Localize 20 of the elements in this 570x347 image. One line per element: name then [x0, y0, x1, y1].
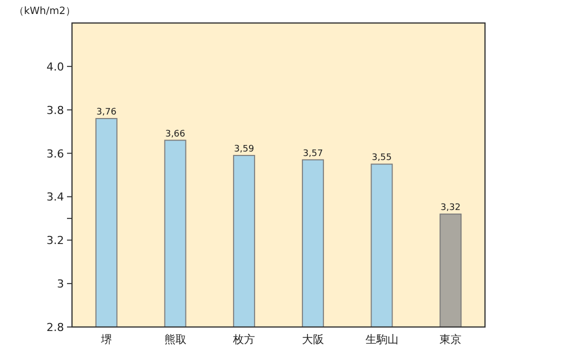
y-tick-label: 3 [57, 278, 64, 291]
y-axis-title: （kWh/m2） [14, 6, 76, 17]
data-label: 3,76 [96, 108, 117, 118]
x-tick-label: 枚方 [232, 333, 256, 346]
data-label: 3,66 [165, 129, 186, 140]
data-label: 3,59 [234, 144, 254, 154]
data-label: 3,32 [440, 203, 461, 214]
x-tick-label: 大阪 [302, 333, 324, 346]
x-tick-label: 東京 [440, 333, 462, 346]
y-tick-label: 3.6 [46, 147, 64, 160]
y-tick-label: 3.8 [46, 104, 64, 117]
y-tick-label: 2.8 [46, 321, 64, 334]
x-tick-label: 熊取 [164, 333, 186, 346]
data-label: 3,57 [302, 148, 323, 159]
data-label: 3,55 [372, 153, 392, 164]
y-tick-label: 4.0 [46, 60, 64, 74]
y-tick-label: 3.4 [46, 190, 64, 204]
x-tick-label: 堺 [100, 333, 112, 346]
y-tick-label: 3.2 [46, 234, 64, 248]
x-tick-label: 生駒山 [365, 333, 398, 346]
